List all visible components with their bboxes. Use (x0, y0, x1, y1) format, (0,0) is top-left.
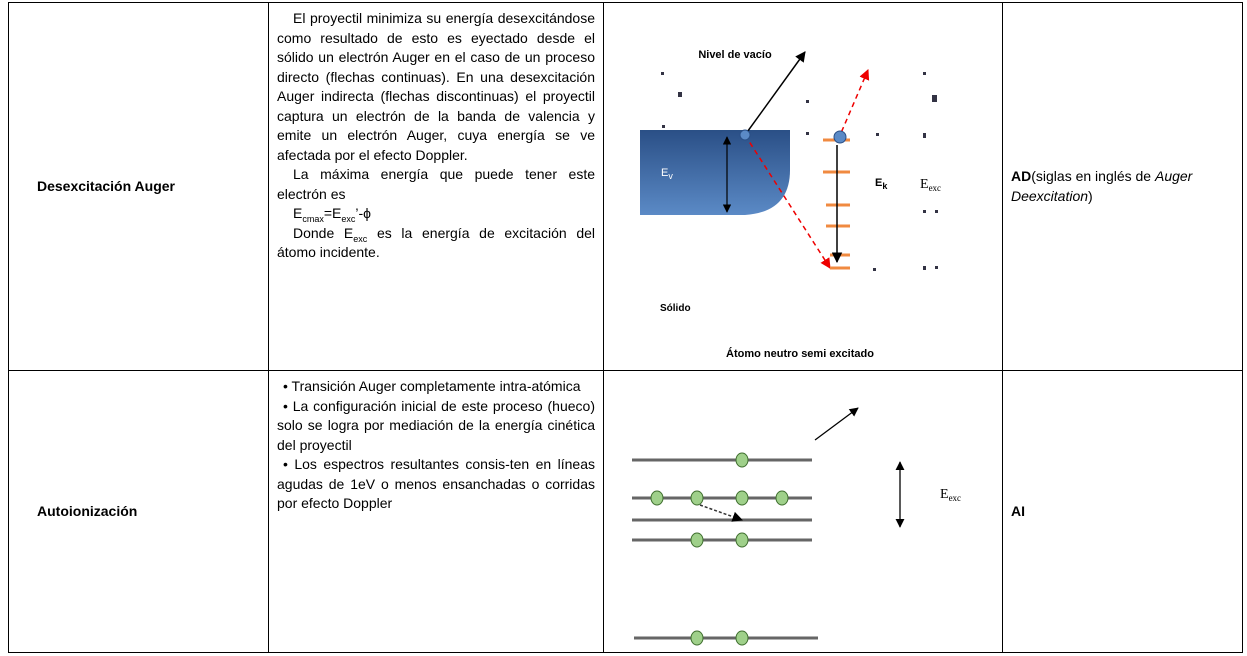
text: La máxima energía que puede tener este e… (277, 166, 595, 202)
bullet-item: La configuración inicial de este proceso… (277, 397, 595, 456)
paragraph: Donde Eexc es la energía de excitación d… (277, 224, 595, 263)
valence-band (640, 130, 790, 215)
diagram-label: Eexc (940, 487, 961, 503)
arrow (744, 51, 806, 136)
bullet-item: Los espectros resultantes consis-ten en … (277, 455, 595, 514)
levels (632, 458, 818, 640)
diagram-label: Ek (875, 177, 888, 191)
paragraph: El proyectil minimiza su energía desexci… (277, 9, 595, 165)
label-subscript: v (668, 171, 673, 181)
text: ) (1088, 187, 1093, 204)
text: E (293, 205, 303, 221)
text: El proyectil minimiza su energía desexci… (277, 10, 595, 163)
dashed-arrow (699, 504, 743, 522)
cell-name: Autoionización (8, 370, 269, 653)
electron (739, 129, 751, 141)
dashed-arrow (837, 69, 870, 141)
label-subscript: exc (949, 493, 962, 503)
text: ’-ϕ (355, 205, 372, 221)
label-subscript: k (882, 181, 888, 191)
diagram-autoionization: Eexc (632, 407, 961, 646)
text: Donde E (293, 224, 354, 241)
paragraph: La máxima energía que puede tener este e… (277, 165, 595, 204)
label-text: E (940, 487, 949, 502)
text: Transición Auger completamente intra-ató… (291, 378, 581, 394)
bullet-list: Transición Auger completamente intra-ató… (277, 377, 595, 514)
cell-name: Desexcitación Auger (8, 2, 269, 371)
text: La configuración inicial de este proceso… (277, 397, 595, 453)
label-text: E (875, 177, 882, 189)
row: Desexcitación Auger El proyectil minimiz… (8, 2, 1243, 371)
text: Auger Deexcitation (1011, 168, 1193, 204)
arrow (814, 407, 859, 441)
bullet-item: Transición Auger completamente intra-ató… (277, 377, 595, 397)
label-subscript: exc (929, 183, 942, 193)
label-text: Átomo neutro semi excitado (726, 347, 874, 360)
text: AD (1011, 168, 1032, 184)
text: Los espectros resultantes consis-ten en … (277, 456, 596, 511)
text: exc (353, 233, 368, 244)
label-text: E (920, 177, 929, 192)
label-text: Sólido (660, 303, 691, 314)
paragraph: Ecmax=Eexc’-ϕ (277, 204, 595, 224)
label-text: E (661, 167, 668, 179)
row: Autoionización Transición Auger completa… (8, 370, 1243, 653)
diagram-label: Ev (661, 167, 673, 181)
text: cmax (302, 213, 324, 224)
diagram-label: Átomo neutro semi excitado (726, 347, 874, 360)
diagram-label: Sólido (660, 303, 691, 314)
diagram-label: Nivel de vacío (698, 49, 772, 61)
diagram-label: Eexc (920, 177, 941, 193)
cell-description: El proyectil minimiza su energía desexci… (268, 2, 604, 371)
electrons (650, 452, 789, 646)
cell-abbreviation: AD(siglas en inglés de Auger Deexcitatio… (1002, 2, 1243, 371)
text: =E (323, 205, 342, 221)
text: es la energía de excitación del átomo in… (277, 224, 596, 261)
text: (siglas en inglés de (1031, 168, 1155, 184)
cell-description: Transición Auger completamente intra-ató… (268, 370, 604, 653)
cell-diagram (603, 370, 1003, 653)
cell-abbreviation: AI (1002, 370, 1243, 653)
text: AI (1011, 502, 1025, 519)
dots (661, 72, 938, 271)
table: Desexcitación Auger El proyectil minimiz… (8, 2, 1243, 653)
diagram-auger-deexcitation: Nivel de vacío Ev Ek Eexc Sólido Átomo n… (640, 49, 941, 360)
electron (833, 130, 847, 144)
text: exc (341, 213, 356, 224)
label-text: Nivel de vacío (698, 49, 772, 61)
